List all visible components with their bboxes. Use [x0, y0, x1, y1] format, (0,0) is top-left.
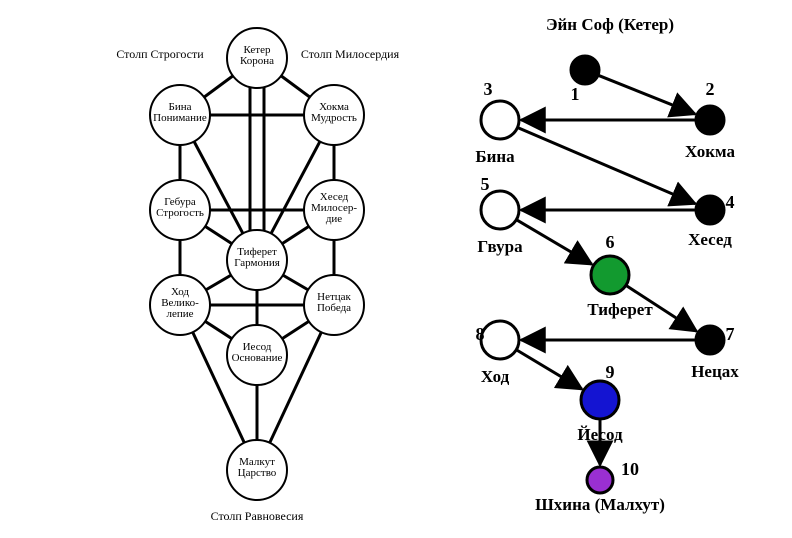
- flow-title-top: Эйн Соф (Кетер): [546, 15, 674, 34]
- sefira-label: Гармония: [234, 257, 280, 269]
- flow-node-6: [591, 256, 629, 294]
- pillar-label-equilibrium: Столп Равновесия: [211, 509, 304, 523]
- sefira-label: Строгость: [156, 207, 204, 219]
- flow-node-5: [481, 191, 519, 229]
- flow-node-9: [581, 381, 619, 419]
- sefira-label: Корона: [240, 55, 274, 67]
- flow-node-label: Тиферет: [587, 300, 653, 319]
- sefira-label: Царство: [238, 467, 277, 479]
- flow-node-number: 4: [726, 192, 735, 212]
- sefira-label: Основание: [232, 352, 283, 364]
- emanation-flow-right: 1 2 Хокма 3 Бина 4 Хесед 5 Гвура 6 Тиферет 7 Нецах 8 Х…: [475, 15, 739, 514]
- flow-node-label: Бина: [475, 147, 515, 166]
- flow-arrow: [517, 127, 695, 203]
- flow-title-bottom: Шхина (Малхут): [535, 495, 665, 514]
- flow-node-label: Хокма: [685, 142, 736, 161]
- flow-node-number: 3: [484, 79, 493, 99]
- pillar-label-severity: Столп Строгости: [116, 47, 204, 61]
- flow-node-number: 9: [606, 362, 615, 382]
- flow-node-number: 8: [476, 324, 485, 344]
- flow-arrow: [516, 350, 582, 389]
- pillar-label-mercy: Столп Милосердия: [301, 47, 400, 61]
- sefira-label: Победа: [317, 302, 351, 314]
- sefira-label: дие: [326, 213, 342, 225]
- flow-node-number: 2: [706, 79, 715, 99]
- flow-node-label: Нецах: [691, 362, 739, 381]
- diagram-canvas: КетерКоронаБинаПониманиеХокмаМудростьГеб…: [0, 0, 792, 538]
- flow-node-number: 6: [606, 232, 615, 252]
- flow-node-label: Йесод: [577, 425, 623, 444]
- flow-node-number: 1: [571, 84, 580, 104]
- sefira-label: лепие: [166, 308, 193, 320]
- flow-node-4: [696, 196, 724, 224]
- flow-node-number: 10: [621, 459, 639, 479]
- flow-node-3: [481, 101, 519, 139]
- tree-of-life-left: КетерКоронаБинаПониманиеХокмаМудростьГеб…: [116, 28, 399, 523]
- sefira-label: Мудрость: [311, 112, 357, 124]
- flow-node-10: [587, 467, 613, 493]
- flow-node-number: 7: [726, 324, 735, 344]
- flow-arrow: [516, 220, 592, 265]
- sefira-label: Понимание: [153, 112, 207, 124]
- flow-node-8: [481, 321, 519, 359]
- flow-node-label: Хесед: [688, 230, 732, 249]
- flow-node-number: 5: [481, 174, 490, 194]
- flow-arrow: [598, 75, 695, 114]
- flow-node-label: Гвура: [477, 237, 523, 256]
- flow-node-label: Ход: [481, 367, 510, 386]
- flow-node-2: [696, 106, 724, 134]
- flow-node-1: [571, 56, 599, 84]
- flow-node-7: [696, 326, 724, 354]
